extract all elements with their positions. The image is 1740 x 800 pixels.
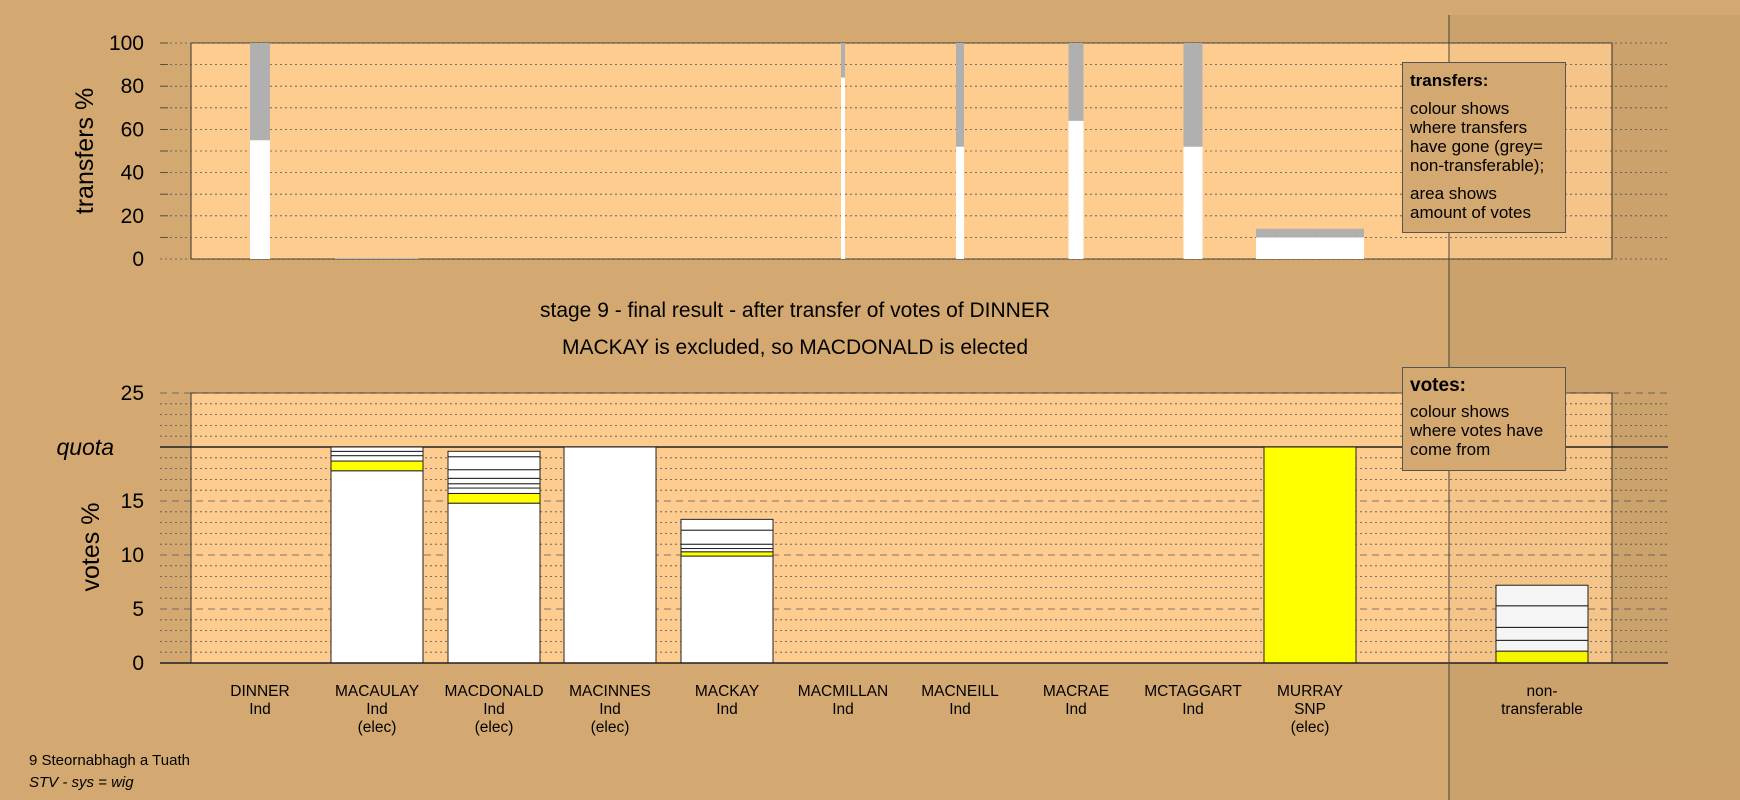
- transfer-bar-non-transferable: [956, 43, 964, 147]
- candidate-party: Ind: [366, 701, 388, 718]
- transfer-bar-transferred: [1183, 146, 1203, 259]
- votes-legend: votes: colour shows where votes have com…: [1402, 367, 1566, 471]
- vote-bar-segment: [680, 555, 774, 664]
- stage-subtitle: MACKAY is excluded, so MACDONALD is elec…: [561, 336, 1029, 359]
- vote-bar-segment: [330, 455, 424, 462]
- ward-name: 9 Steornabhagh a Tuath: [29, 752, 190, 769]
- candidate-party: Ind: [1065, 701, 1087, 718]
- vote-bar-segment: [447, 487, 541, 494]
- votes-plot-area: [190, 392, 1613, 664]
- candidate-status: (elec): [475, 719, 514, 736]
- candidate-party: Ind: [1182, 701, 1204, 718]
- candidate-name: MURRAY: [1277, 683, 1343, 700]
- transfers-tick-label: 60: [121, 118, 144, 141]
- vote-bar-segment: [330, 446, 424, 452]
- transfers-tick-label: 20: [121, 205, 144, 228]
- votes-axis-label: votes %: [77, 503, 105, 592]
- votes-tick-label: 10: [121, 544, 144, 567]
- candidate-name: non-: [1526, 683, 1557, 700]
- candidate-party: Ind: [949, 701, 971, 718]
- vote-bar-segment: [447, 492, 541, 504]
- vote-bar-segment: [447, 469, 541, 479]
- transfer-bar-transferred: [956, 146, 964, 259]
- candidate-status: (elec): [591, 719, 630, 736]
- vote-bar-segment: [447, 502, 541, 664]
- candidate-name: MACAULAY: [335, 683, 419, 700]
- candidate-party: SNP: [1294, 701, 1326, 718]
- transfers-tick-label: 40: [121, 162, 144, 185]
- transfers-legend: transfers: colour shows where transfers …: [1402, 62, 1566, 233]
- transfers-tick-label: 0: [132, 248, 144, 271]
- transfers-tick-label: 100: [109, 32, 144, 55]
- vote-bar-segment: [330, 460, 424, 472]
- votes-legend-heading: votes:: [1410, 375, 1466, 396]
- transfers-legend-text: colour shows where transfers have gone (…: [1410, 99, 1545, 175]
- vote-bar-segment: [680, 551, 774, 557]
- candidate-name: MACDONALD: [444, 683, 543, 700]
- transfer-bar-non-transferable: [1183, 43, 1203, 147]
- vote-bar-segment: [563, 446, 657, 664]
- transfer-bar-transferred: [1068, 120, 1084, 259]
- candidate-party: Ind: [249, 701, 271, 718]
- vote-bar-segment: [680, 543, 774, 550]
- candidate-name: DINNER: [230, 683, 289, 700]
- votes-tick-label: 5: [132, 598, 144, 621]
- vote-bar-segment: [447, 477, 541, 485]
- candidate-name: MACNEILL: [921, 683, 999, 700]
- transfers-legend-heading: transfers:: [1410, 71, 1489, 90]
- vote-bar-segment: [447, 483, 541, 489]
- transfer-bar-non-transferable: [841, 43, 845, 78]
- vote-bar-segment: [330, 470, 424, 664]
- vote-bar-segment: [680, 518, 774, 531]
- vote-bar-segment: [1263, 446, 1357, 664]
- vote-bar-segment: [680, 529, 774, 545]
- candidate-party: transferable: [1501, 701, 1583, 718]
- candidate-party: Ind: [483, 701, 505, 718]
- quota-label: quota: [56, 434, 114, 460]
- candidate-status: (elec): [358, 719, 397, 736]
- transfer-bar-transferred: [1256, 237, 1364, 259]
- votes-tick-label: 25: [121, 382, 144, 405]
- candidate-name: MACMILLAN: [798, 683, 888, 700]
- transfer-bar-transferred: [250, 140, 270, 259]
- candidate-name: MACKAY: [695, 683, 759, 700]
- transfer-bar-non-transferable: [1068, 43, 1084, 121]
- transfer-bar-non-transferable: [1256, 228, 1364, 238]
- transfers-axis-label: transfers %: [71, 88, 99, 214]
- votes-legend-text: colour shows where votes have come from: [1410, 402, 1544, 459]
- candidate-name: MCTAGGART: [1144, 683, 1242, 700]
- vote-bar-segment: [330, 450, 424, 457]
- transfers-tick-label: 80: [121, 75, 144, 98]
- candidate-status: (elec): [1291, 719, 1330, 736]
- vote-bar-segment: [447, 450, 541, 458]
- transfer-bar-non-transferable: [250, 43, 270, 141]
- system-note: STV - sys = wig: [29, 774, 134, 791]
- vote-bar-segment: [447, 456, 541, 471]
- votes-tick-label: 0: [132, 652, 144, 675]
- transfer-bar-transferred: [841, 77, 845, 259]
- candidate-name: MACINNES: [569, 683, 651, 700]
- candidate-name: MACRAE: [1043, 683, 1109, 700]
- stage-title: stage 9 - final result - after transfer …: [539, 299, 1051, 322]
- vote-bar-segment: [1495, 584, 1589, 607]
- candidate-party: Ind: [832, 701, 854, 718]
- votes-tick-label: 15: [121, 490, 144, 513]
- candidate-party: Ind: [599, 701, 621, 718]
- candidate-party: Ind: [716, 701, 738, 718]
- transfers-legend-area-text: area shows amount of votes: [1410, 184, 1531, 222]
